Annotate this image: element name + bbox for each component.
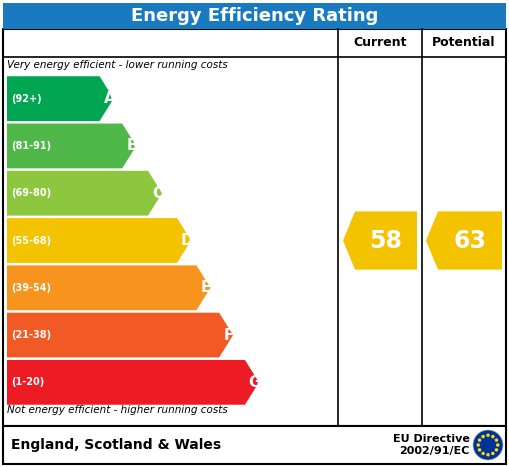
Text: Current: Current (353, 36, 407, 50)
Text: 58: 58 (370, 228, 403, 253)
Bar (3, 3, 506, 29)
Text: (81-91): (81-91) (11, 141, 51, 151)
Text: A: A (103, 91, 115, 106)
Text: (39-54): (39-54) (11, 283, 51, 293)
Polygon shape (343, 212, 417, 269)
Polygon shape (7, 313, 233, 357)
Polygon shape (426, 212, 502, 269)
Text: England, Scotland & Wales: England, Scotland & Wales (11, 438, 221, 452)
Bar (3, 29, 506, 426)
Text: B: B (126, 138, 138, 154)
Text: G: G (248, 375, 261, 390)
Circle shape (473, 430, 503, 460)
Text: EU Directive: EU Directive (393, 434, 470, 444)
Polygon shape (7, 265, 211, 310)
Polygon shape (7, 76, 114, 121)
Polygon shape (7, 171, 162, 216)
Text: (21-38): (21-38) (11, 330, 51, 340)
Text: Potential: Potential (432, 36, 496, 50)
Text: (92+): (92+) (11, 94, 42, 104)
Polygon shape (7, 360, 259, 405)
Text: (55-68): (55-68) (11, 235, 51, 246)
Polygon shape (7, 124, 136, 168)
Text: Not energy efficient - higher running costs: Not energy efficient - higher running co… (7, 405, 228, 415)
Text: Very energy efficient - lower running costs: Very energy efficient - lower running co… (7, 60, 228, 70)
Text: 2002/91/EC: 2002/91/EC (400, 446, 470, 456)
Polygon shape (7, 218, 191, 263)
Text: C: C (152, 186, 163, 201)
Bar (3, 426, 506, 464)
Text: E: E (201, 280, 211, 295)
Text: (69-80): (69-80) (11, 188, 51, 198)
Text: D: D (181, 233, 193, 248)
Text: F: F (224, 327, 234, 343)
Text: (1-20): (1-20) (11, 377, 44, 387)
Text: 63: 63 (454, 228, 487, 253)
Text: Energy Efficiency Rating: Energy Efficiency Rating (131, 7, 378, 25)
